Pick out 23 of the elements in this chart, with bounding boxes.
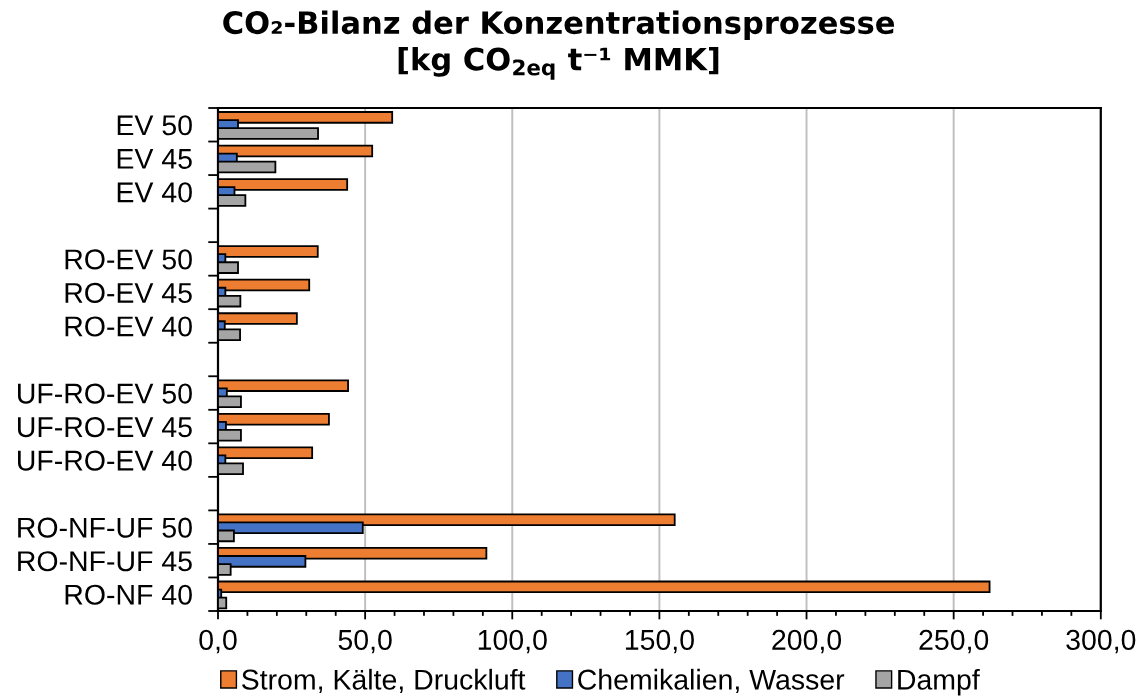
x-tick-label: 200,0	[772, 629, 842, 654]
y-tick-label: UF-RO-EV 40	[18, 450, 192, 471]
y-tick-label: RO-EV 45	[65, 282, 192, 304]
y-tick-label: RO-NF-UF 50	[18, 517, 192, 538]
x-tick-label: 0,0	[199, 629, 237, 654]
y-tick-label: EV 50	[117, 115, 192, 136]
y-tick-label: RO-NF-UF 45	[18, 551, 192, 572]
legend-label: Chemikalien, Wasser	[578, 668, 845, 694]
x-tick-label: 100,0	[478, 629, 547, 654]
x-tick-label: 250,0	[919, 629, 989, 654]
legend-label: Dampf	[898, 668, 980, 696]
y-tick-label: RO-EV 50	[65, 249, 192, 270]
y-tick-label: EV 45	[117, 149, 192, 169]
chart-title: CO₂-Bilanz der Konzentrationsprozesse [kg CO$_{2eq}$ t⁻¹ MMK]	[223, 10, 895, 80]
y-tick-label: EV 40	[117, 182, 192, 203]
y-tick-label: RO-EV 40	[65, 316, 192, 337]
x-tick-label: 50,0	[338, 629, 392, 654]
y-tick-label: RO-NF 40	[65, 584, 192, 605]
y-tick-label: UF-RO-EV 50	[18, 383, 192, 404]
x-tick-label: 300,0	[1066, 629, 1136, 654]
x-tick-label: 150,0	[625, 629, 694, 654]
legend-label: Strom, Kälte, Druckluft	[241, 668, 526, 694]
y-tick-label: UF-RO-EV 45	[18, 417, 192, 438]
